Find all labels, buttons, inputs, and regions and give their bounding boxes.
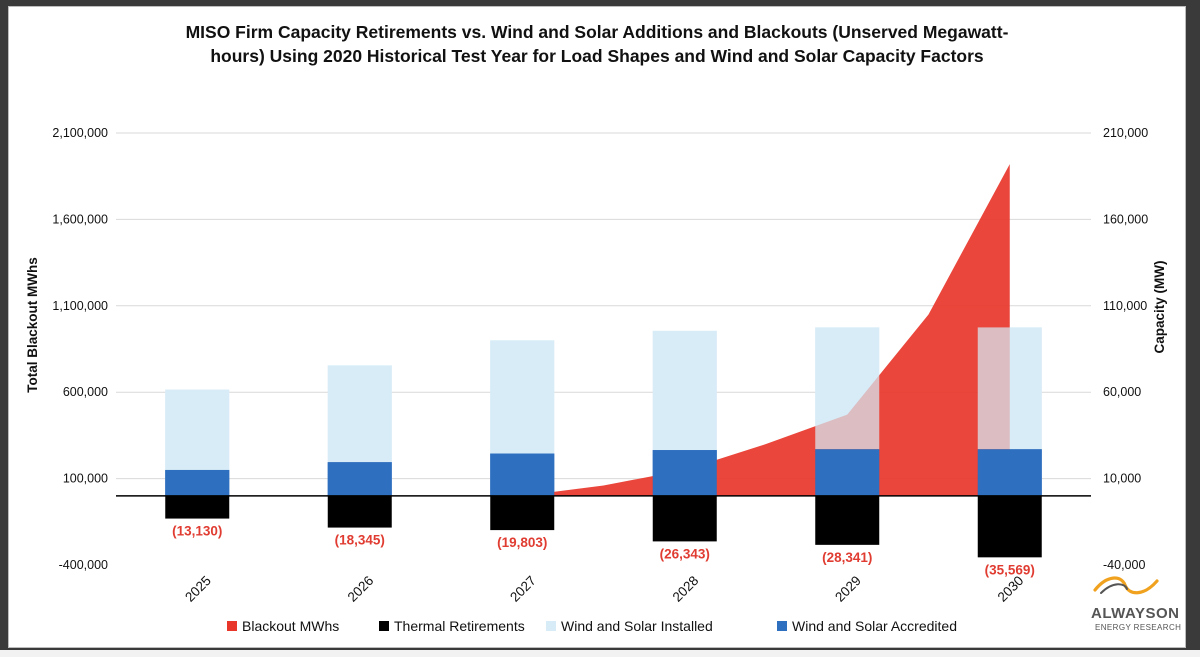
bar-installed-overlay <box>815 327 880 450</box>
logo-subtitle: ENERGY RESEARCH <box>1095 623 1181 632</box>
right-tick-label: -40,000 <box>1103 558 1145 572</box>
bar-thermal-retirements <box>652 495 717 542</box>
left-tick-label: -400,000 <box>59 558 108 572</box>
thermal-data-label: (18,345) <box>335 533 385 548</box>
area-blackout-mwhs <box>522 164 1010 496</box>
bar-installed-overlay <box>490 340 555 454</box>
legend-swatch <box>379 621 389 631</box>
x-tick-label: 2030 <box>995 573 1027 605</box>
bar-installed-overlay <box>327 365 392 463</box>
bottom-strip <box>0 650 1200 657</box>
legend-swatch <box>777 621 787 631</box>
bar-accredited-overlay <box>165 469 230 496</box>
x-tick-label: 2029 <box>832 573 864 605</box>
bar-accredited-overlay <box>490 453 555 496</box>
x-tick-label: 2028 <box>670 573 702 605</box>
chart-frame: MISO Firm Capacity Retirements vs. Wind … <box>8 6 1186 648</box>
left-tick-label: 1,100,000 <box>52 299 108 313</box>
chart-title-line-1: MISO Firm Capacity Retirements vs. Wind … <box>186 22 1009 42</box>
bar-thermal-retirements <box>490 495 555 531</box>
bar-accredited-overlay <box>815 449 880 496</box>
legend-swatch <box>546 621 556 631</box>
left-tick-label: 2,100,000 <box>52 126 108 140</box>
bar-accredited-overlay <box>327 462 392 496</box>
x-tick-label: 2027 <box>507 573 539 605</box>
bar-thermal-retirements <box>977 495 1042 558</box>
right-tick-label: 10,000 <box>1103 472 1141 486</box>
legend-label: Wind and Solar Installed <box>561 618 713 634</box>
thermal-data-label: (28,341) <box>822 550 872 565</box>
bar-installed-overlay <box>165 389 230 470</box>
legend-swatch <box>227 621 237 631</box>
bar-accredited-overlay <box>977 449 1042 496</box>
logo-wordmark: ALWAYSON <box>1091 605 1179 622</box>
legend-label: Thermal Retirements <box>394 618 525 634</box>
left-axis-title: Total Blackout MWhs <box>25 257 40 393</box>
right-tick-label: 60,000 <box>1103 385 1141 399</box>
right-tick-label: 110,000 <box>1103 299 1147 313</box>
left-tick-label: 600,000 <box>63 385 108 399</box>
thermal-data-label: (19,803) <box>497 535 547 550</box>
left-tick-label: 100,000 <box>63 472 108 486</box>
legend-label: Wind and Solar Accredited <box>792 618 957 634</box>
bar-installed-overlay <box>977 327 1042 450</box>
chart-svg: MISO Firm Capacity Retirements vs. Wind … <box>25 22 1181 634</box>
thermal-data-label: (26,343) <box>660 546 710 561</box>
right-tick-label: 160,000 <box>1103 212 1148 226</box>
x-tick-label: 2025 <box>182 573 214 605</box>
legend: Blackout MWhs Thermal Retirements Wind and… <box>227 618 957 634</box>
right-tick-label: 210,000 <box>1103 126 1148 140</box>
bar-installed-overlay <box>652 330 717 451</box>
right-axis-title: Capacity (MW) <box>1152 260 1167 353</box>
bar-thermal-retirements <box>165 495 230 519</box>
alwayson-logo: ALWAYSON ENERGY RESEARCH <box>1091 576 1181 632</box>
bar-thermal-retirements <box>815 495 880 545</box>
thermal-data-label: (35,569) <box>985 562 1035 577</box>
chart-title: MISO Firm Capacity Retirements vs. Wind … <box>186 22 1009 66</box>
bar-thermal-retirements <box>327 495 392 528</box>
x-tick-label: 2026 <box>345 573 377 605</box>
thermal-data-label: (13,130) <box>172 524 222 539</box>
legend-label: Blackout MWhs <box>242 618 339 634</box>
bar-accredited-overlay <box>652 450 717 496</box>
chart-title-line-2: hours) Using 2020 Historical Test Year f… <box>210 46 984 66</box>
left-tick-label: 1,600,000 <box>52 212 108 226</box>
